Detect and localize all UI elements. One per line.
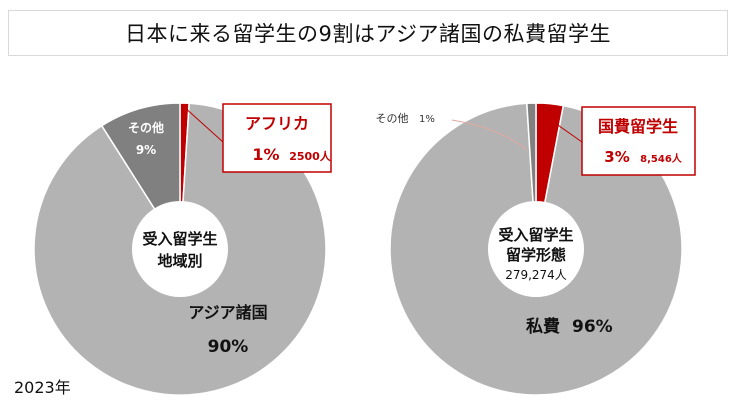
donut-region: 受入留学生 地域別 アフリカ 1% 2500人 その他 9% アジア諸国 90% (33, 102, 332, 396)
center-label-line1: 受入留学生 (142, 230, 217, 248)
asia-value: 90% (208, 337, 249, 357)
other-region-value: 9% (136, 143, 156, 157)
center-status-line1: 受入留学生 (498, 226, 573, 244)
other-status-label: その他 (376, 112, 409, 125)
other-region-label: その他 (128, 120, 164, 135)
government-callout-box (581, 106, 696, 176)
other-status-leader-line (451, 119, 528, 151)
center-status-line2: 留学形態 (506, 246, 566, 264)
government-value: 3% (604, 148, 629, 166)
donut-status: 受入留学生 留学形態 279,274人 国費留学生 3% 8,546人 その他 … (376, 102, 696, 396)
government-label: 国費留学生 (598, 117, 678, 136)
africa-count: 2500人 (289, 149, 332, 163)
chart-title-box: 日本に来る留学生の9割はアジア諸国の私費留学生 (8, 10, 728, 56)
africa-leader-line (182, 105, 224, 143)
africa-callout-box (222, 103, 332, 173)
other-status-value: 1% (419, 114, 435, 125)
donut-hole-status (488, 201, 584, 297)
center-status-total: 279,274人 (505, 268, 567, 282)
africa-value: 1% (252, 145, 279, 164)
private-label: 私費 (526, 316, 560, 337)
donut-hole-region (132, 201, 228, 297)
africa-label: アフリカ (245, 114, 309, 133)
year-footnote: 2023年 (14, 378, 71, 397)
center-label-line2: 地域別 (157, 252, 202, 270)
government-count: 8,546人 (640, 152, 683, 165)
private-value: 96% (572, 317, 613, 337)
chart-title: 日本に来る留学生の9割はアジア諸国の私費留学生 (124, 22, 612, 46)
government-leader-line (544, 115, 583, 143)
asia-label: アジア諸国 (188, 303, 267, 322)
